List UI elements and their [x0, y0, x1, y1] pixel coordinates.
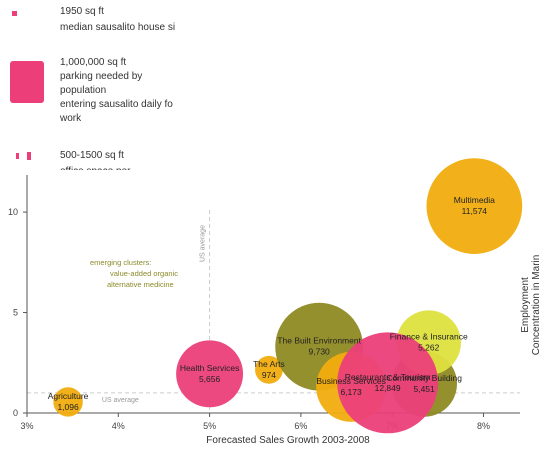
bubble-name-label: Restaurants & Tourism [345, 372, 431, 382]
y-axis-title-line2: Concentration in Marin [531, 255, 539, 356]
annotation-line1: emerging clusters: [90, 258, 151, 267]
us-average-horizontal-label: US average [102, 397, 139, 404]
bubble [255, 355, 283, 384]
x-tick-label: 5% [203, 421, 216, 431]
emerging-clusters-note: emerging clusters: value-added organic a… [90, 258, 178, 289]
bubble-value-label: 11,574 [462, 206, 488, 216]
bubble-name-label: Health Services [180, 363, 240, 373]
legend-office-line1: 500-1500 sq ft [60, 150, 124, 161]
bubble-value-label: 6,173 [340, 387, 362, 397]
legend-parking-line5: work [59, 113, 82, 124]
bubble [176, 340, 244, 408]
bubble-name-label: Finance & Insurance [390, 332, 468, 342]
legend-swatch-office-a [16, 153, 19, 159]
bubble-value-label: 974 [262, 370, 276, 380]
legend-swatch-parking [10, 61, 44, 103]
x-axis-title: Forecasted Sales Growth 2003-2008 [206, 435, 370, 446]
bubble-name-label: The Arts [253, 359, 285, 369]
us-average-vertical-label: US average [200, 225, 207, 262]
annotation-line3: alternative medicine [107, 280, 174, 289]
bubble-name-label: The Built Environment [277, 336, 361, 346]
bubble-value-label: 5,451 [413, 384, 435, 394]
bubble [337, 332, 439, 434]
legend-parking-line1: 1,000,000 sq ft [60, 57, 126, 68]
chart-legend: 1950 sq ft median sausalito house si 1,0… [10, 6, 175, 177]
bubble-name-label: Agriculture [48, 391, 89, 401]
legend-parking-line3: population [60, 85, 106, 96]
bubble-value-label: 12,849 [375, 383, 401, 393]
annotation-line2: value-added organic [110, 269, 178, 278]
bubble-value-label: 9,730 [309, 347, 331, 357]
y-axis-title-line1: Employment [520, 277, 531, 333]
bubble-name-label: Business Services [316, 376, 385, 386]
legend-house-line1: 1950 sq ft [60, 6, 104, 17]
x-tick-label: 3% [20, 421, 33, 431]
legend-parking-line2: parking needed by [60, 71, 142, 82]
bubbles [53, 158, 523, 434]
y-tick-label: 5 [13, 308, 18, 318]
y-tick-label: 10 [8, 207, 18, 217]
x-tick-label: 6% [294, 421, 307, 431]
bubble-name-label: Community Building [386, 373, 462, 383]
bubble [53, 387, 83, 417]
x-tick-label: 8% [477, 421, 490, 431]
legend-swatch-house [12, 11, 17, 16]
legend-swatch-office-b [27, 152, 31, 160]
bubble-value-label: 5,656 [199, 374, 221, 384]
legend-house-line2: median sausalito house si [60, 22, 175, 33]
legend-parking-line4: entering sausalito daily fo [60, 99, 173, 110]
y-tick-label: 0 [13, 408, 18, 418]
legend-office-line2: office space per ... [60, 166, 142, 177]
bubble-value-label: 5,262 [418, 343, 440, 353]
bubble [426, 158, 523, 254]
x-tick-label: 4% [112, 421, 125, 431]
bubble-value-label: 1,096 [57, 402, 79, 412]
bubble-name-label: Multimedia [454, 195, 495, 205]
